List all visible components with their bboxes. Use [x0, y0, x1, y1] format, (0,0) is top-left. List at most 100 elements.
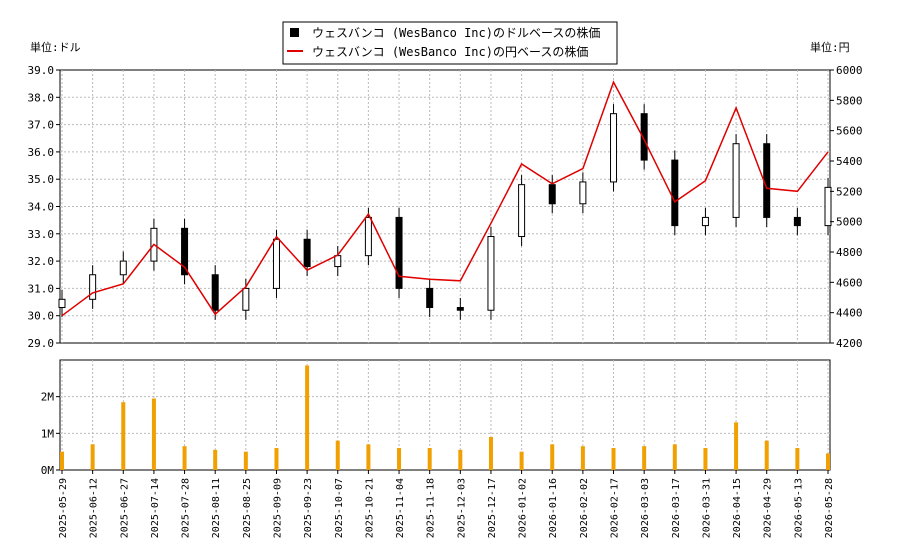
x-tick-label: 2025-11-18	[426, 478, 437, 538]
left-tick-label: 39.0	[28, 64, 55, 77]
usd-candle	[518, 184, 526, 238]
x-tick-label: 2025-12-03	[456, 478, 467, 538]
right-tick-label: 5600	[836, 125, 863, 138]
x-tick-label: 2026-03-31	[701, 478, 712, 538]
right-tick-label: 4800	[836, 246, 863, 259]
usd-candle	[763, 143, 771, 218]
volume-bar	[580, 446, 585, 470]
volume-bar	[121, 402, 126, 470]
left-tick-label: 34.0	[28, 201, 55, 214]
usd-candle	[58, 298, 66, 309]
usd-candle	[364, 216, 372, 257]
usd-candle	[334, 255, 342, 268]
volume-bar	[642, 446, 647, 470]
usd-candle	[793, 216, 801, 227]
usd-candle	[303, 238, 311, 268]
usd-candle	[119, 260, 127, 276]
volume-bar	[182, 446, 187, 470]
volume-bar	[488, 437, 493, 470]
volume-bar	[764, 440, 769, 470]
volume-bar	[151, 398, 156, 470]
volume-bar	[550, 444, 555, 470]
x-tick-label: 2026-03-17	[671, 478, 682, 538]
right-tick-label: 4400	[836, 307, 863, 320]
usd-candle	[548, 184, 556, 205]
volume-tick-label: 2M	[41, 391, 55, 404]
x-tick-label: 2025-09-23	[303, 478, 314, 538]
legend-usd-marker	[290, 28, 299, 37]
right-tick-label: 4200	[836, 337, 863, 350]
legend-jpy-label: ウェスバンコ (WesBanco Inc)の円ベースの株価	[312, 44, 588, 59]
x-tick-label: 2025-07-28	[181, 478, 192, 538]
left-tick-label: 32.0	[28, 255, 55, 268]
volume-bar	[335, 440, 340, 470]
left-axis-ticks: 29.0 30.0 31.0 32.0 33.0 34.0 35.0 36.0 37.0 38.0…	[28, 64, 60, 350]
x-tick-label: 2025-10-21	[364, 478, 375, 538]
volume-bar	[427, 448, 432, 470]
usd-candle	[487, 236, 495, 311]
volume-grid	[60, 360, 830, 470]
volume-axis-ticks: 0M 1M 2M	[41, 391, 60, 477]
volume-bar	[519, 451, 524, 470]
x-tick-label: 2025-05-29	[58, 478, 69, 538]
right-tick-label: 5200	[836, 185, 863, 198]
x-tick-label: 2026-02-02	[579, 478, 590, 538]
volume-plot-area	[59, 359, 831, 471]
usd-candle	[211, 274, 219, 311]
x-tick-label: 2026-02-17	[610, 478, 621, 538]
usd-candle	[456, 307, 464, 311]
left-axis-label: 単位:ドル	[30, 40, 81, 54]
left-tick-label: 38.0	[28, 91, 55, 104]
usd-candle	[671, 159, 679, 227]
price-candles	[58, 104, 832, 320]
jpy-price-line	[61, 80, 829, 317]
x-tick-label: 2025-10-07	[334, 478, 345, 538]
right-tick-label: 5000	[836, 216, 863, 229]
x-tick-label: 2026-04-15	[732, 478, 743, 538]
volume-bar	[734, 422, 739, 470]
volume-bar	[672, 444, 677, 470]
volume-tick-label: 1M	[41, 427, 55, 440]
volume-bar	[703, 448, 708, 470]
usd-candle	[242, 287, 250, 311]
usd-candle	[732, 143, 740, 218]
x-tick-label: 2026-03-03	[640, 478, 651, 538]
left-tick-label: 30.0	[28, 310, 55, 323]
x-tick-label: 2025-06-12	[89, 478, 100, 538]
usd-candle	[395, 216, 403, 289]
volume-bar	[366, 444, 371, 470]
x-axis-ticks: 2025-05-29 2025-06-12 2025-06-27 2025-07-14…	[58, 470, 835, 538]
volume-tick-label: 0M	[41, 464, 55, 477]
right-axis-ticks: 4200 4400 4600 4800 5000 5200 5400 5600 5800 6000	[830, 64, 863, 350]
usd-candle	[640, 113, 648, 161]
right-axis-label: 単位:円	[810, 40, 850, 54]
usd-candle	[426, 287, 434, 309]
volume-bar	[826, 453, 830, 470]
legend-box	[282, 21, 618, 65]
usd-candle	[181, 227, 189, 276]
x-tick-label: 2025-07-14	[150, 478, 161, 538]
x-tick-label: 2026-04-29	[763, 478, 774, 538]
legend-usd-label: ウェスバンコ (WesBanco Inc)のドルベースの株価	[312, 25, 600, 40]
usd-candle	[89, 274, 97, 300]
x-tick-label: 2025-11-04	[395, 478, 406, 538]
legend: ウェスバンコ (WesBanco Inc)のドルベースの株価 ウェスバンコ (W…	[282, 21, 618, 65]
volume-bar	[397, 448, 402, 470]
x-tick-label: 2026-05-28	[824, 478, 835, 538]
usd-candle	[272, 238, 280, 289]
volume-bar	[213, 449, 218, 470]
left-tick-label: 36.0	[28, 146, 55, 159]
x-tick-label: 2026-01-16	[548, 478, 559, 538]
x-tick-label: 2025-09-09	[272, 478, 283, 538]
volume-bar	[795, 448, 800, 470]
volume-bar	[305, 365, 310, 470]
volume-bar	[611, 448, 616, 470]
x-tick-label: 2026-05-13	[793, 478, 804, 538]
right-tick-label: 4600	[836, 276, 863, 289]
volume-bar	[274, 448, 279, 470]
x-tick-label: 2025-08-11	[211, 478, 222, 538]
left-tick-label: 37.0	[28, 119, 55, 132]
usd-candle	[610, 113, 618, 183]
usd-candle	[579, 181, 587, 205]
